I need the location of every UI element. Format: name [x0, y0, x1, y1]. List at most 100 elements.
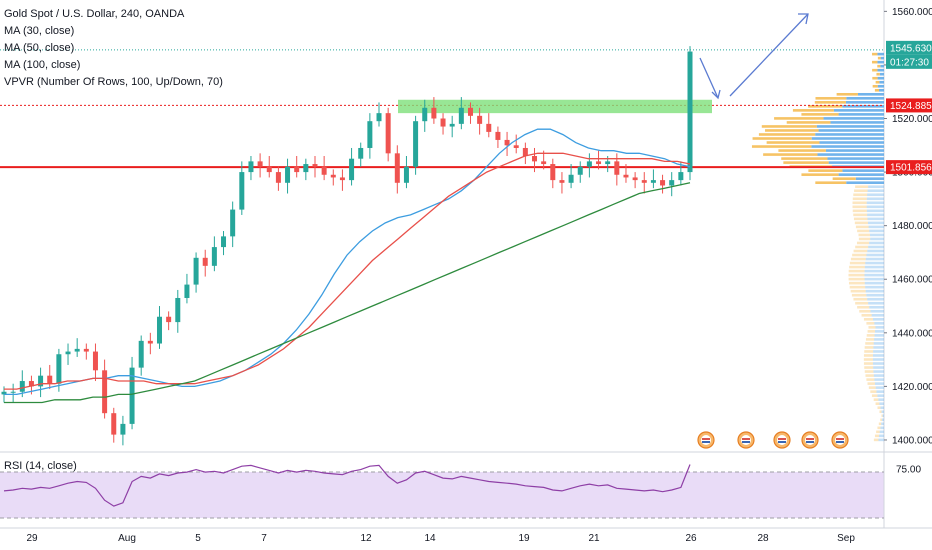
candle-body-47 [431, 107, 437, 119]
candle-body-16 [147, 340, 153, 344]
legend-ma100[interactable]: MA (100, close) [4, 59, 81, 71]
candle-body-3 [28, 381, 34, 387]
resistance-zone [398, 99, 712, 114]
rsi-legend[interactable]: RSI (14, close) [4, 460, 77, 472]
event-flag-icon-3 [801, 431, 819, 449]
candle-body-64 [586, 161, 592, 167]
candle-body-72 [660, 180, 666, 186]
candle-body-71 [650, 180, 656, 183]
x-tick-label-4: 12 [360, 533, 372, 544]
y-tick-label-2: 1520.000 [892, 114, 932, 125]
symbol-title[interactable]: Gold Spot / U.S. Dollar, 240, OANDA [4, 8, 185, 20]
candle-body-49 [449, 123, 455, 127]
price-tag-label-1: 01:27:30 [890, 57, 929, 68]
candle-body-48 [440, 118, 446, 127]
candle-body-32 [294, 166, 300, 173]
x-tick-label-3: 7 [261, 533, 267, 544]
rsi-tick-label-0: 75.00 [896, 464, 921, 475]
price-tag-label-2: 1524.885 [890, 101, 932, 112]
candle-body-21 [193, 257, 199, 285]
candle-body-68 [623, 174, 629, 178]
candle-body-65 [596, 161, 602, 165]
candle-body-12 [111, 413, 117, 435]
candle-body-4 [38, 375, 44, 387]
candle-body-1 [10, 391, 16, 393]
candle-body-30 [275, 172, 281, 183]
ma-line-0 [4, 128, 691, 396]
candle-body-27 [248, 161, 254, 173]
candle-body-10 [92, 351, 98, 371]
candle-body-67 [614, 161, 620, 175]
candle-body-62 [568, 174, 574, 183]
candle-body-73 [669, 180, 675, 186]
candle-body-11 [102, 370, 108, 414]
candle-body-54 [495, 131, 501, 140]
event-flag-icon-2 [773, 431, 791, 449]
price-tag-0 [886, 40, 932, 55]
candle-body-66 [605, 161, 611, 165]
candle-body-42 [385, 113, 391, 154]
candle-body-31 [285, 166, 291, 183]
y-tick-label-4: 1480.000 [892, 221, 932, 232]
candle-body-61 [559, 180, 565, 183]
candle-body-74 [678, 172, 684, 181]
price-tag-label-3: 1501.856 [890, 163, 932, 174]
x-tick-label-2: 5 [195, 533, 201, 544]
candle-body-7 [65, 351, 71, 355]
y-tick-label-6: 1440.000 [892, 328, 932, 339]
x-tick-label-10: Sep [837, 533, 855, 544]
legend-ma50[interactable]: MA (50, close) [4, 42, 75, 54]
candle-body-29 [266, 166, 272, 173]
candle-body-33 [303, 164, 309, 173]
x-tick-label-5: 14 [424, 533, 436, 544]
x-tick-label-8: 26 [685, 533, 697, 544]
rsi-line [3, 464, 691, 507]
candle-body-75 [687, 51, 693, 173]
candle-body-0 [1, 391, 7, 395]
candle-body-69 [632, 177, 638, 181]
price-tag-2 [886, 98, 932, 113]
y-tick-label-8: 1400.000 [892, 435, 932, 446]
candle-body-50 [458, 107, 464, 124]
candle-body-53 [486, 123, 492, 132]
candle-body-13 [120, 423, 126, 435]
candle-body-56 [513, 145, 519, 148]
candle-body-23 [211, 247, 217, 266]
candle-body-43 [394, 153, 400, 183]
candle-body-60 [550, 164, 556, 181]
chart-legend: Gold Spot / U.S. Dollar, 240, OANDA MA (… [4, 6, 223, 91]
volume-profile [751, 52, 884, 442]
candle-body-37 [339, 177, 345, 181]
candle-body-24 [221, 236, 227, 248]
candle-body-15 [138, 340, 144, 368]
candle-body-20 [184, 284, 190, 298]
candles [1, 46, 693, 446]
candle-body-25 [230, 209, 236, 237]
candle-body-6 [56, 354, 62, 384]
event-flag-icon-1 [737, 431, 755, 449]
candle-body-39 [358, 147, 364, 159]
price-tag-1 [886, 54, 932, 69]
candle-body-38 [349, 158, 355, 181]
candle-body-46 [422, 107, 428, 122]
x-tick-label-0: 29 [26, 533, 38, 544]
candle-body-17 [156, 316, 162, 344]
candle-body-52 [477, 115, 483, 124]
candle-body-26 [239, 172, 245, 210]
event-flag-icon-4 [831, 431, 849, 449]
arrow-down-line [699, 57, 719, 99]
candle-body-2 [19, 381, 25, 392]
candle-body-70 [641, 180, 647, 183]
candle-body-19 [175, 297, 181, 323]
arrow-down-head [711, 89, 721, 100]
legend-ma30[interactable]: MA (30, close) [4, 25, 75, 37]
candle-body-22 [202, 257, 208, 266]
candle-body-45 [413, 121, 419, 167]
x-tick-label-9: 28 [757, 533, 769, 544]
legend-vpvr[interactable]: VPVR (Number Of Rows, 100, Up/Down, 70) [4, 76, 223, 88]
candle-body-8 [74, 348, 80, 352]
rsi-band [0, 472, 884, 518]
candle-body-59 [541, 161, 547, 165]
